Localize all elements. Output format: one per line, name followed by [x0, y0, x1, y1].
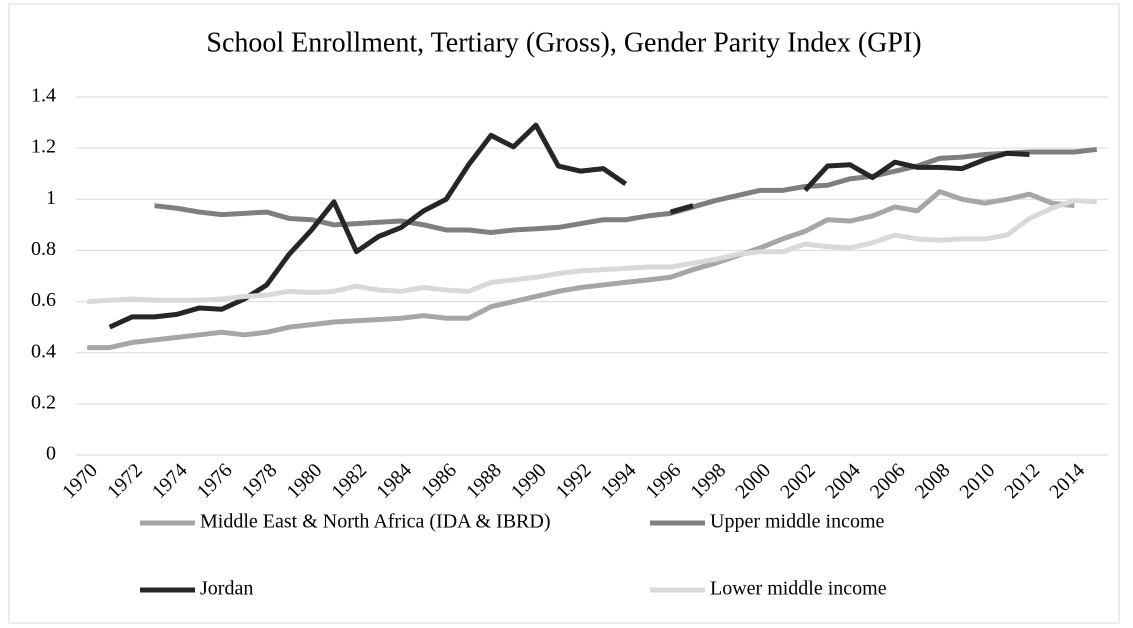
series-line [803, 150, 1030, 193]
y-tick-label: 0.8 [31, 238, 56, 260]
series-line [87, 198, 1097, 305]
chart-title: School Enrollment, Tertiary (Gross), Gen… [206, 27, 921, 58]
y-tick-label: 1.2 [31, 136, 56, 158]
legend-label: Lower middle income [710, 578, 887, 600]
y-tick-label: 0.4 [31, 340, 56, 362]
legend-label: Upper middle income [710, 511, 885, 533]
y-tick-label: 1 [46, 187, 56, 209]
y-tick-label: 0.6 [31, 289, 56, 311]
chart-frame [8, 3, 1120, 624]
y-tick-label: 1.4 [31, 85, 56, 107]
series-line [108, 122, 628, 330]
y-tick-label: 0.2 [31, 391, 56, 413]
series-line [154, 146, 1098, 236]
series-line [87, 189, 1075, 351]
series-line [669, 203, 694, 215]
legend-label: Middle East & North Africa (IDA & IBRD) [200, 511, 551, 533]
y-tick-label: 0 [46, 443, 56, 465]
legend-label: Jordan [200, 578, 253, 600]
